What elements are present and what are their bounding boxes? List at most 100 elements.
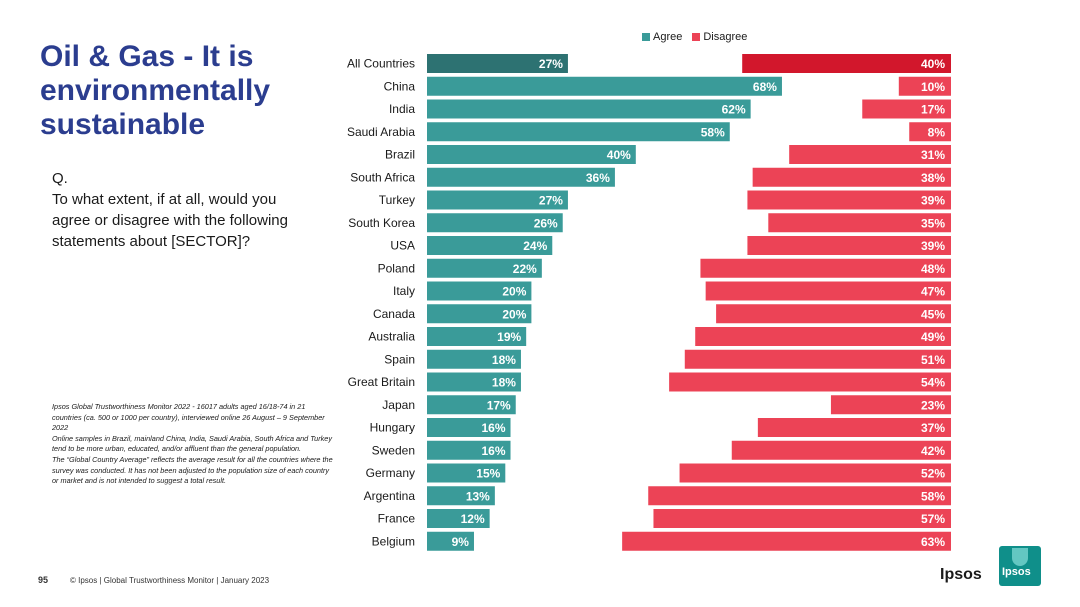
methodology-notes: Ipsos Global Trustworthiness Monitor 202… (52, 402, 337, 487)
disagree-bar-canada (716, 304, 951, 324)
category-label-germany: Germany (366, 466, 415, 480)
agree-bar-all-countries (427, 54, 568, 73)
disagree-value-france: 57% (921, 512, 945, 526)
agree-value-canada: 20% (502, 307, 526, 321)
disagree-bar-great-britain (669, 372, 951, 392)
disagree-bar-usa (747, 236, 951, 255)
category-label-spain: Spain (384, 352, 415, 366)
category-label-hungary: Hungary (370, 421, 415, 435)
agree-value-south-korea: 26% (534, 216, 558, 230)
disagree-value-poland: 48% (921, 262, 945, 276)
note-line: The “Global Country Average” reflects th… (52, 454, 333, 486)
disagree-value-belgium: 63% (921, 535, 945, 549)
agree-bar-sweden (427, 440, 511, 460)
agree-bar-usa (427, 236, 553, 255)
category-label-usa: USA (390, 239, 415, 253)
disagree-bar-belgium (622, 531, 951, 551)
disagree-value-south-korea: 35% (921, 216, 945, 230)
disagree-bar-saudi-arabia (909, 122, 951, 142)
agree-value-all-countries: 27% (539, 57, 563, 71)
category-label-poland: Poland (378, 261, 415, 275)
ipsos-logo-icon: Ipsos (999, 546, 1041, 586)
category-label-sweden: Sweden (372, 443, 415, 457)
agree-value-argentina: 13% (466, 489, 490, 503)
category-label-brazil: Brazil (385, 148, 415, 162)
agree-bar-china (427, 76, 782, 96)
disagree-value-hungary: 37% (921, 421, 945, 435)
category-label-turkey: Turkey (379, 193, 415, 207)
disagree-value-australia: 49% (921, 330, 945, 344)
legend-agree-label: Agree (653, 31, 683, 43)
legend-disagree-swatch (692, 33, 701, 41)
note-line: Ipsos Global Trustworthiness Monitor 202… (52, 402, 325, 433)
agree-value-usa: 24% (523, 239, 547, 253)
agree-bar-spain (427, 349, 521, 369)
agree-bar-belgium (427, 531, 474, 551)
agree-value-south-africa: 36% (586, 171, 610, 185)
agree-bar-france (427, 509, 490, 528)
disagree-value-great-britain: 54% (921, 376, 945, 390)
agree-bar-brazil (427, 145, 636, 164)
category-label-canada: Canada (373, 307, 415, 321)
agree-bar-poland (427, 258, 542, 278)
disagree-bar-south-korea (768, 213, 951, 233)
agree-value-sweden: 16% (481, 444, 505, 458)
disagree-value-usa: 39% (921, 239, 945, 253)
question-prefix: Q. (52, 170, 68, 187)
footer: 95 © Ipsos | Global Trustworthiness Moni… (38, 575, 269, 585)
disagree-value-saudi-arabia: 8% (928, 125, 946, 139)
category-label-south-korea: South Korea (348, 216, 415, 230)
disagree-bar-poland (700, 258, 951, 278)
disagree-bar-hungary (757, 418, 951, 437)
agree-value-poland: 22% (513, 262, 537, 276)
page-number: 95 (38, 575, 49, 585)
disagree-bar-india (862, 99, 951, 119)
disagree-bar-all-countries (742, 54, 951, 73)
agree-value-brazil: 40% (607, 148, 631, 162)
agree-bar-italy (427, 281, 532, 301)
disagree-value-germany: 52% (921, 467, 945, 481)
logo-text: Ipsos (1002, 566, 1031, 578)
disagree-bar-germany (679, 463, 951, 483)
disagree-value-italy: 47% (921, 285, 945, 299)
agree-value-turkey: 27% (539, 194, 563, 208)
disagree-value-china: 10% (921, 80, 945, 94)
legend-disagree-label: Disagree (703, 31, 748, 43)
disagree-bar-brazil (789, 145, 951, 164)
disagree-value-brazil: 31% (921, 148, 945, 162)
agree-bar-canada (427, 304, 532, 324)
agree-value-hungary: 16% (481, 421, 505, 435)
agree-value-india: 62% (722, 103, 746, 117)
ipsos-wordmark: Ipsos (940, 566, 982, 583)
disagree-bar-france (653, 509, 951, 528)
disagree-value-japan: 23% (921, 398, 945, 412)
legend-agree: Agree (642, 31, 682, 43)
agree-bar-india (427, 99, 751, 119)
category-label-china: China (384, 79, 416, 93)
category-label-australia: Australia (368, 330, 415, 344)
survey-question: Q. To what extent, if at all, would you … (52, 168, 302, 252)
agree-bar-south-korea (427, 213, 563, 233)
agree-value-china: 68% (753, 80, 777, 94)
category-label-japan: Japan (382, 398, 415, 412)
agree-value-saudi-arabia: 58% (701, 125, 725, 139)
disagree-bar-spain (684, 349, 951, 369)
page-title: Oil & Gas - It is environmentally sustai… (40, 40, 271, 141)
disagree-bar-sweden (731, 440, 951, 460)
logo-mark (1012, 548, 1028, 566)
disagree-value-turkey: 39% (921, 194, 945, 208)
category-label-france: France (378, 512, 416, 526)
category-label-saudi-arabia: Saudi Arabia (347, 125, 415, 139)
disagree-value-all-countries: 40% (921, 57, 945, 71)
agree-value-australia: 19% (497, 330, 521, 344)
disagree-value-canada: 45% (921, 307, 945, 321)
agree-bar-saudi-arabia (427, 122, 730, 142)
agree-value-spain: 18% (492, 353, 516, 367)
disagree-value-south-africa: 38% (921, 171, 945, 185)
agree-bar-great-britain (427, 372, 521, 392)
category-label-india: India (389, 102, 415, 116)
agree-bar-argentina (427, 486, 495, 506)
agree-value-france: 12% (461, 512, 485, 526)
disagree-value-sweden: 42% (921, 444, 945, 458)
agree-bar-japan (427, 395, 516, 415)
